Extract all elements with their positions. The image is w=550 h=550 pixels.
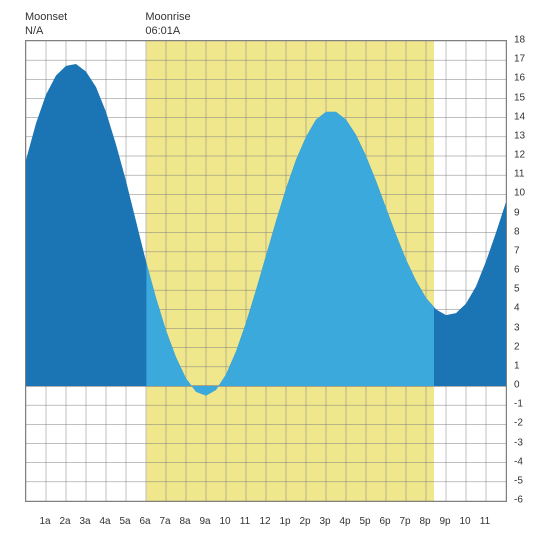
y-tick: 12 — [514, 150, 525, 161]
y-tick: 9 — [514, 207, 520, 218]
x-axis: 1a 2a 3a 4a 5a 6a 7a 8a 9a 10 11 12 1p 2p 3p 4p 5p 6p 7p 8p… — [25, 510, 505, 540]
x-tick: 10 — [459, 516, 470, 527]
moonset-col: Moonset N/A — [25, 10, 145, 39]
plot-svg — [26, 41, 506, 501]
x-tick: 5p — [359, 516, 370, 527]
x-tick: 12 — [259, 516, 270, 527]
moonset-label: Moonset — [25, 10, 145, 24]
moonrise-value: 06:01A — [145, 24, 190, 38]
y-tick: -3 — [514, 437, 523, 448]
y-tick: 17 — [514, 54, 525, 65]
x-tick: 3a — [79, 516, 90, 527]
moonset-value: N/A — [25, 24, 145, 38]
y-tick: 8 — [514, 226, 520, 237]
y-tick: -4 — [514, 456, 523, 467]
moonrise-label: Moonrise — [145, 10, 190, 24]
x-tick: 6p — [379, 516, 390, 527]
x-tick: 1a — [39, 516, 50, 527]
y-tick: 16 — [514, 73, 525, 84]
y-tick: -6 — [514, 495, 523, 506]
y-tick: -5 — [514, 475, 523, 486]
moonrise-col: Moonrise 06:01A — [145, 10, 190, 39]
x-tick: 9a — [199, 516, 210, 527]
y-axis: -6-5-4-3-2-10123456789101112131415161718 — [510, 40, 540, 500]
y-tick: 10 — [514, 188, 525, 199]
x-tick: 11 — [480, 516, 490, 527]
x-tick: 8p — [419, 516, 430, 527]
x-tick: 11 — [240, 516, 250, 527]
x-tick: 7p — [399, 516, 410, 527]
x-tick: 6a — [139, 516, 150, 527]
y-tick: 15 — [514, 92, 525, 103]
y-tick: 7 — [514, 245, 520, 256]
y-tick: 11 — [514, 169, 524, 180]
x-tick: 4a — [99, 516, 110, 527]
y-tick: 13 — [514, 130, 525, 141]
x-tick: 7a — [159, 516, 170, 527]
y-tick: 3 — [514, 322, 520, 333]
x-tick: 1p — [279, 516, 290, 527]
x-tick: 2a — [59, 516, 70, 527]
y-tick: 1 — [514, 360, 520, 371]
y-tick: 18 — [514, 35, 525, 46]
header-labels: Moonset N/A Moonrise 06:01A — [25, 10, 191, 39]
y-tick: 14 — [514, 111, 525, 122]
y-tick: 2 — [514, 341, 520, 352]
x-tick: 2p — [299, 516, 310, 527]
x-tick: 3p — [319, 516, 330, 527]
x-tick: 9p — [439, 516, 450, 527]
y-tick: 6 — [514, 265, 520, 276]
plot-area — [25, 40, 507, 502]
y-tick: -1 — [514, 399, 523, 410]
y-tick: -2 — [514, 418, 523, 429]
tide-chart: Moonset N/A Moonrise 06:01A -6 -5 -4 -3 -2 -1… — [10, 10, 540, 540]
y-tick: 4 — [514, 303, 520, 314]
x-tick: 8a — [179, 516, 190, 527]
y-tick: 5 — [514, 284, 520, 295]
x-tick: 4p — [339, 516, 350, 527]
y-tick: 0 — [514, 380, 520, 391]
x-tick: 5a — [119, 516, 130, 527]
x-tick: 10 — [219, 516, 230, 527]
